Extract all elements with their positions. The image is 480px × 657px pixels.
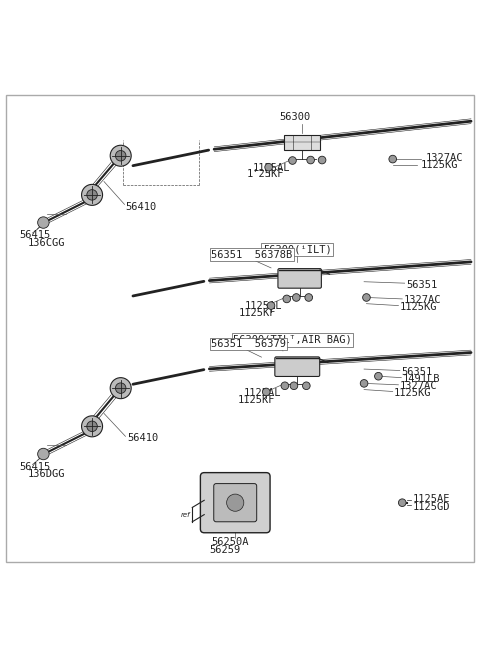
FancyBboxPatch shape: [200, 472, 270, 533]
Circle shape: [281, 382, 288, 390]
Text: 1125GD: 1125GD: [413, 503, 450, 512]
Circle shape: [374, 373, 382, 380]
FancyBboxPatch shape: [275, 357, 320, 376]
Text: 56351  56379: 56351 56379: [211, 339, 287, 350]
Text: 1327AC: 1327AC: [400, 381, 437, 392]
Text: 1125AL: 1125AL: [253, 163, 290, 173]
Circle shape: [302, 382, 310, 390]
Text: 56300: 56300: [279, 112, 311, 122]
Circle shape: [116, 383, 126, 394]
Text: 1125KF: 1125KF: [238, 395, 276, 405]
Text: 1125AE: 1125AE: [413, 494, 450, 505]
Text: 136CGG: 136CGG: [28, 238, 65, 248]
Text: 56300(ⁱILT): 56300(ⁱILT): [263, 245, 332, 255]
Text: 56410: 56410: [125, 202, 156, 212]
Circle shape: [37, 217, 49, 228]
Circle shape: [389, 155, 396, 163]
Text: 56351: 56351: [406, 280, 437, 290]
Text: 1125KG: 1125KG: [394, 388, 432, 398]
Text: 56250A: 56250A: [212, 537, 249, 547]
Circle shape: [292, 294, 300, 302]
Circle shape: [87, 421, 97, 432]
Circle shape: [307, 156, 314, 164]
Circle shape: [82, 185, 103, 206]
Text: 1125AL: 1125AL: [245, 301, 282, 311]
Circle shape: [290, 382, 298, 390]
Circle shape: [263, 388, 270, 396]
Text: 1125KG: 1125KG: [400, 302, 437, 312]
Circle shape: [283, 295, 290, 303]
Circle shape: [87, 190, 97, 200]
Circle shape: [110, 378, 131, 399]
Text: 56351  56378B: 56351 56378B: [211, 250, 293, 260]
Circle shape: [37, 448, 49, 460]
Circle shape: [398, 499, 406, 507]
Text: 56300(TILᵀ,AIR BAG): 56300(TILᵀ,AIR BAG): [233, 335, 352, 345]
Circle shape: [110, 145, 131, 166]
Bar: [284, 135, 320, 150]
Circle shape: [305, 294, 312, 302]
Circle shape: [267, 302, 275, 309]
Circle shape: [360, 380, 368, 387]
Text: 56259: 56259: [209, 545, 240, 555]
Text: ref: ref: [180, 512, 190, 518]
Circle shape: [265, 164, 273, 171]
FancyBboxPatch shape: [278, 269, 322, 288]
Circle shape: [363, 294, 370, 302]
Text: 1327AC: 1327AC: [404, 296, 441, 306]
Circle shape: [227, 494, 244, 511]
Text: 1125AL: 1125AL: [244, 388, 281, 398]
FancyBboxPatch shape: [214, 484, 257, 522]
Circle shape: [82, 416, 103, 437]
Circle shape: [318, 156, 326, 164]
Text: 56351: 56351: [401, 367, 432, 377]
Text: 1327AC: 1327AC: [426, 152, 464, 163]
Text: 1125KF: 1125KF: [239, 308, 276, 318]
Text: 1491LB: 1491LB: [402, 374, 440, 384]
Circle shape: [116, 150, 126, 161]
Text: 56415: 56415: [20, 462, 51, 472]
Text: 1'25KF: 1'25KF: [247, 170, 285, 179]
Text: 56410: 56410: [127, 433, 158, 443]
Text: 136DGG: 136DGG: [28, 469, 65, 479]
Text: 1125KG: 1125KG: [420, 160, 458, 170]
Text: 56415: 56415: [20, 231, 51, 240]
Circle shape: [288, 157, 296, 164]
